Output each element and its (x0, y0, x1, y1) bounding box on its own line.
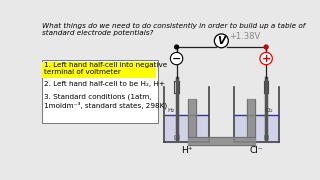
Text: H₂: H₂ (168, 108, 175, 113)
Circle shape (264, 45, 268, 49)
Text: Cl₂: Cl₂ (265, 108, 273, 113)
Text: 3. Standard conditions (1atm,
1moldm⁻³, standard states, 298K): 3. Standard conditions (1atm, 1moldm⁻³, … (44, 94, 167, 109)
Circle shape (260, 52, 272, 65)
Text: V: V (217, 36, 225, 46)
Circle shape (214, 34, 228, 48)
Text: +1.38V: +1.38V (229, 33, 260, 42)
Text: H⁺: H⁺ (181, 146, 192, 155)
Bar (42, 60, 158, 123)
Circle shape (170, 52, 183, 65)
Text: Cl⁻: Cl⁻ (249, 146, 263, 155)
Circle shape (175, 45, 179, 49)
Text: 1. Left hand half-cell into negative
terminal of voltmeter: 1. Left hand half-cell into negative ter… (44, 62, 167, 75)
Text: −: − (172, 54, 181, 64)
Bar (264, 135, 268, 139)
Text: 2. Left hand half-cell to be H₂, H+: 2. Left hand half-cell to be H₂, H+ (44, 81, 165, 87)
Bar (174, 135, 179, 139)
Text: What things do we need to do consistently in order to build up a table of
standa: What things do we need to do consistentl… (42, 23, 305, 36)
Text: +: + (261, 54, 271, 64)
Bar (42, 62, 156, 78)
